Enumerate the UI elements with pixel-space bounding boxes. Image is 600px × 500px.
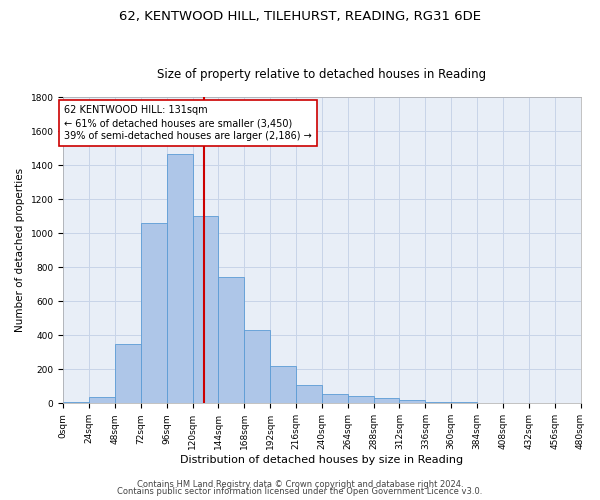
Bar [218,276,244,404]
Bar [477,403,503,404]
Text: 62, KENTWOOD HILL, TILEHURST, READING, RG31 6DE: 62, KENTWOOD HILL, TILEHURST, READING, R… [119,10,481,23]
Title: Size of property relative to detached houses in Reading: Size of property relative to detached ho… [157,68,487,81]
Bar [296,384,322,404]
Bar [244,330,270,404]
Bar [348,396,374,404]
Text: Contains public sector information licensed under the Open Government Licence v3: Contains public sector information licen… [118,487,482,496]
Bar [451,402,477,404]
Bar [270,366,296,404]
Bar [89,398,115,404]
Text: Contains HM Land Registry data © Crown copyright and database right 2024.: Contains HM Land Registry data © Crown c… [137,480,463,489]
Bar [400,400,425,404]
Bar [141,223,167,404]
Text: 62 KENTWOOD HILL: 131sqm
← 61% of detached houses are smaller (3,450)
39% of sem: 62 KENTWOOD HILL: 131sqm ← 61% of detach… [64,105,312,142]
Bar [63,402,89,404]
Bar [115,344,141,404]
Bar [322,394,348,404]
Y-axis label: Number of detached properties: Number of detached properties [15,168,25,332]
Bar [425,402,451,404]
Bar [374,398,400,404]
Bar [193,216,218,404]
Bar [167,154,193,404]
X-axis label: Distribution of detached houses by size in Reading: Distribution of detached houses by size … [181,455,463,465]
